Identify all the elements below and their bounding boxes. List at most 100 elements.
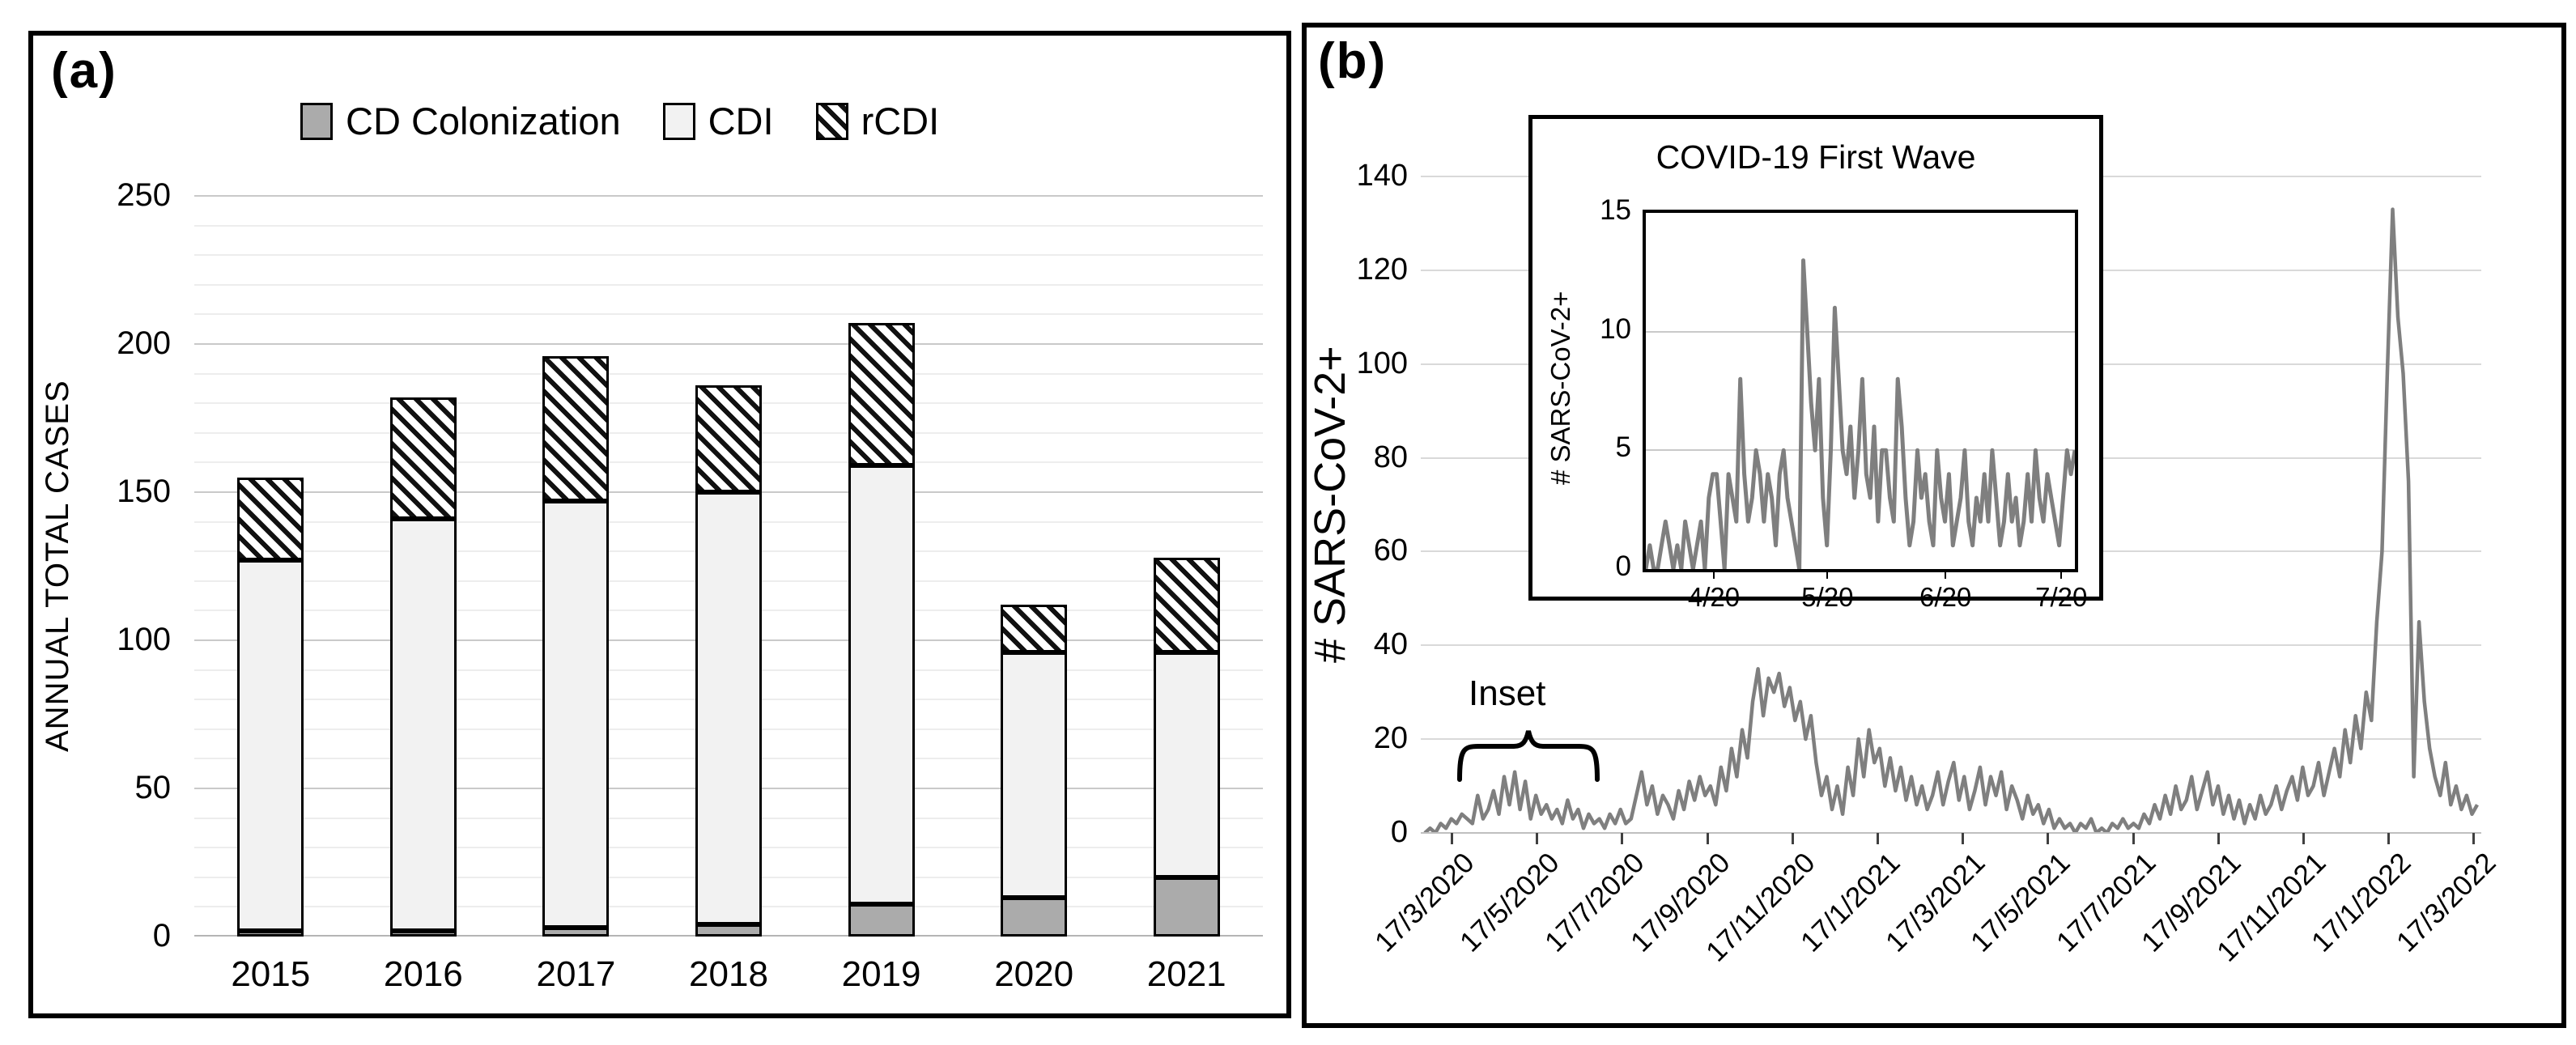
x-tick <box>1962 833 1965 844</box>
inset-y-axis-title: # SARS-CoV-2+ <box>1545 291 1575 485</box>
bar-2016-cd-colonization <box>389 930 457 937</box>
gridline <box>1421 738 2481 741</box>
y-tick-label: 250 <box>117 177 171 213</box>
bar-2021-cdi <box>1153 652 1220 877</box>
inset-y-tick-label: 10 <box>1600 312 1631 345</box>
bar-2017-cd-colonization <box>542 928 610 937</box>
legend-label: CDI <box>708 100 774 142</box>
y-axis-title: ANNUAL TOTAL CASES <box>40 380 75 753</box>
bar-2017-rcdi <box>542 355 610 501</box>
inset-title: COVID-19 First Wave <box>1656 138 1976 176</box>
cdi-swatch-icon <box>662 102 695 140</box>
inset-y-tick-label: 15 <box>1600 194 1631 226</box>
bar-2021-cd-colonization <box>1153 877 1220 937</box>
x-tick <box>2387 833 2391 844</box>
inset-x-tick-label: 6/20 <box>1919 582 1972 612</box>
y-tick-label: 0 <box>1390 815 1408 849</box>
bar-2018-cd-colonization <box>695 924 762 937</box>
bar-2020-cdi <box>1001 652 1068 898</box>
inset-x-tick <box>1826 571 1829 579</box>
bar-2018-rcdi <box>695 385 762 492</box>
inset-y-tick-label: 0 <box>1615 550 1631 582</box>
legend: CD Colonization CDI rCDI <box>300 99 939 143</box>
gridline <box>194 254 1263 257</box>
gridline <box>194 224 1263 227</box>
bar-2016-cdi <box>389 518 457 931</box>
y-tick-label: 50 <box>134 770 172 805</box>
x-tick-label: 2021 <box>1146 954 1226 994</box>
inset-note: Inset <box>1469 673 1546 713</box>
bar-2019-cd-colonization <box>848 903 915 937</box>
legend-item-cdi: CDI <box>662 99 774 143</box>
x-tick-label: 2016 <box>383 954 463 994</box>
panel-a: (a) CD Colonization CDI rCDI ANNUAL TOTA… <box>28 31 1291 1018</box>
rcdi-swatch-icon <box>815 102 848 140</box>
bar-chart-plot-area <box>194 195 1263 937</box>
legend-label: CD Colonization <box>346 100 621 142</box>
y-tick-label: 100 <box>1356 346 1408 380</box>
panel-b-label: (b) <box>1318 33 1388 89</box>
inset-x-tick-label: 7/20 <box>2035 582 2088 612</box>
inset-x-tick-label: 4/20 <box>1687 582 1741 612</box>
legend-item-cd-colonization: CD Colonization <box>300 99 621 143</box>
bar-2017-cdi <box>542 500 610 928</box>
bar-2020-cd-colonization <box>1001 898 1068 937</box>
bar-2018-cdi <box>695 492 762 925</box>
bar-2016-rcdi <box>389 397 457 519</box>
cd-colonization-swatch-icon <box>300 102 333 140</box>
x-tick-label: 2020 <box>994 954 1074 994</box>
y-tick-label: 40 <box>1373 627 1408 662</box>
gridline <box>194 372 1263 375</box>
panel-a-label: (a) <box>51 43 117 99</box>
x-tick <box>1450 833 1453 844</box>
y-tick-label: 0 <box>152 918 171 954</box>
y-tick-label: 150 <box>117 474 171 509</box>
gridline <box>1421 644 2481 647</box>
bar-2015-cd-colonization <box>237 930 304 937</box>
x-tick <box>2132 833 2135 844</box>
inset-x-tick-label: 5/20 <box>1801 582 1854 612</box>
legend-item-rcdi: rCDI <box>815 99 939 143</box>
panel-b: (b) # SARS-CoV-2+ 0 20 40 60 80 100 120 140 17/… <box>1302 23 2566 1028</box>
y-tick-label: 20 <box>1373 721 1408 756</box>
gridline <box>194 195 1263 197</box>
x-tick <box>2472 833 2476 844</box>
gridline <box>194 283 1263 286</box>
bar-2015-rcdi <box>237 477 304 561</box>
inset-x-tick <box>1712 571 1715 579</box>
y-tick-label: 80 <box>1373 440 1408 474</box>
bar-2020-rcdi <box>1001 605 1068 652</box>
bar-2019-cdi <box>848 465 915 904</box>
bar-2021-rcdi <box>1153 557 1220 652</box>
y-tick-label: 200 <box>117 325 171 361</box>
inset-x-tick <box>1945 571 1947 579</box>
x-tick-label: 2017 <box>536 954 616 994</box>
bar-2019-rcdi <box>848 323 915 466</box>
gridline <box>194 313 1263 316</box>
x-tick-label: 2015 <box>231 954 311 994</box>
x-tick <box>1706 833 1709 844</box>
x-tick <box>2217 833 2220 844</box>
x-tick <box>1536 833 1539 844</box>
data-series-line <box>1423 207 2479 833</box>
inset-plot-area <box>1643 210 2078 572</box>
x-tick <box>1876 833 1879 844</box>
inset-chart: COVID-19 First Wave # SARS-CoV-2+ 0 5 10 15… <box>1528 115 2103 612</box>
inset-y-tick-label: 5 <box>1615 431 1631 464</box>
x-axis-line <box>1421 832 2481 834</box>
y-tick-label: 120 <box>1356 252 1408 287</box>
x-tick <box>1791 833 1794 844</box>
y-tick-label: 140 <box>1356 159 1408 193</box>
data-series-line <box>1646 258 2075 569</box>
gridline <box>1646 330 2075 333</box>
x-tick <box>1621 833 1624 844</box>
brace-icon <box>1457 730 1600 782</box>
inset-x-tick <box>2060 571 2063 579</box>
y-tick-label: 100 <box>117 622 171 657</box>
y-tick-label: 60 <box>1373 533 1408 568</box>
bar-2015-cdi <box>237 560 304 931</box>
gridline <box>194 343 1263 345</box>
x-tick-label: 2019 <box>841 954 921 994</box>
x-tick <box>2047 833 2050 844</box>
x-tick <box>2302 833 2305 844</box>
